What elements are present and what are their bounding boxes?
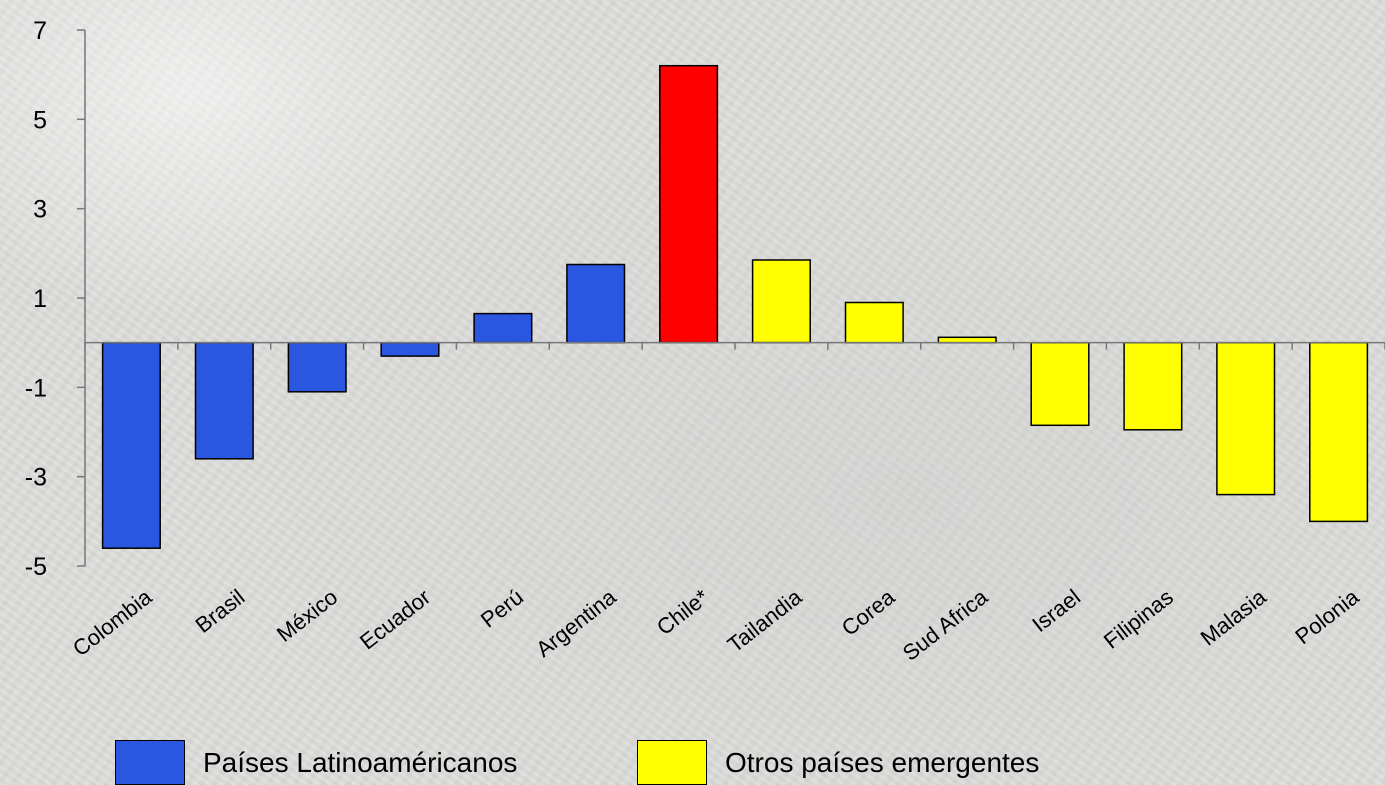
bars-layer (101, 64, 1369, 549)
x-category-label: Colombia (68, 584, 157, 661)
legend-label-latam: Países Latinoaméricanos (203, 746, 518, 778)
bar-13 (1309, 341, 1369, 523)
bar-0 (101, 341, 161, 549)
x-category-label: Sud Africa (898, 584, 993, 666)
bar-9 (937, 336, 997, 344)
y-tick-label: 5 (33, 106, 47, 134)
x-category-label: Filipinas (1099, 584, 1178, 653)
bar-6 (659, 64, 719, 344)
x-category-label: Corea (837, 584, 900, 641)
x-category-label: Polonia (1290, 584, 1364, 649)
bar-12 (1216, 341, 1276, 496)
x-category-label: Malasia (1196, 584, 1272, 651)
y-tick-label: 7 (33, 17, 47, 45)
x-category-label: Israel (1027, 584, 1085, 637)
legend-swatch-latam (115, 740, 185, 785)
legend-swatch-other (637, 740, 707, 785)
bar-11 (1123, 341, 1183, 431)
legend-label-other: Otros países emergentes (725, 746, 1040, 778)
x-category-label: Ecuador (355, 584, 435, 654)
y-tick-label: -3 (25, 464, 47, 492)
bar-7 (751, 259, 811, 344)
y-tick-label: -1 (25, 374, 47, 402)
bar-8 (844, 301, 904, 344)
x-category-label: Tailandia (723, 584, 807, 658)
bar-5 (566, 263, 626, 344)
x-category-label: México (272, 584, 342, 647)
bar-3 (380, 341, 440, 357)
bar-4 (473, 312, 533, 344)
bar-10 (1030, 341, 1090, 427)
bar-1 (194, 341, 254, 460)
y-tick-label: 3 (33, 196, 47, 224)
legend: Países Latinoaméricanos Otros países eme… (0, 735, 1385, 785)
y-tick-label: 1 (33, 285, 47, 313)
x-category-label: Argentina (531, 584, 621, 662)
y-tick-label: -5 (25, 553, 47, 581)
legend-item-other: Otros países emergentes (637, 740, 1039, 785)
bar-chart: 7 5 3 1 -1 -3 -5 Colombia Brasil México Ecuador Per… (25, 17, 1385, 666)
x-category-label: Brasil (191, 584, 250, 638)
x-category-label: Chile* (652, 584, 714, 640)
bar-2 (287, 341, 347, 393)
x-category-label: Perú (476, 584, 528, 632)
legend-item-latam: Países Latinoaméricanos (115, 740, 517, 785)
